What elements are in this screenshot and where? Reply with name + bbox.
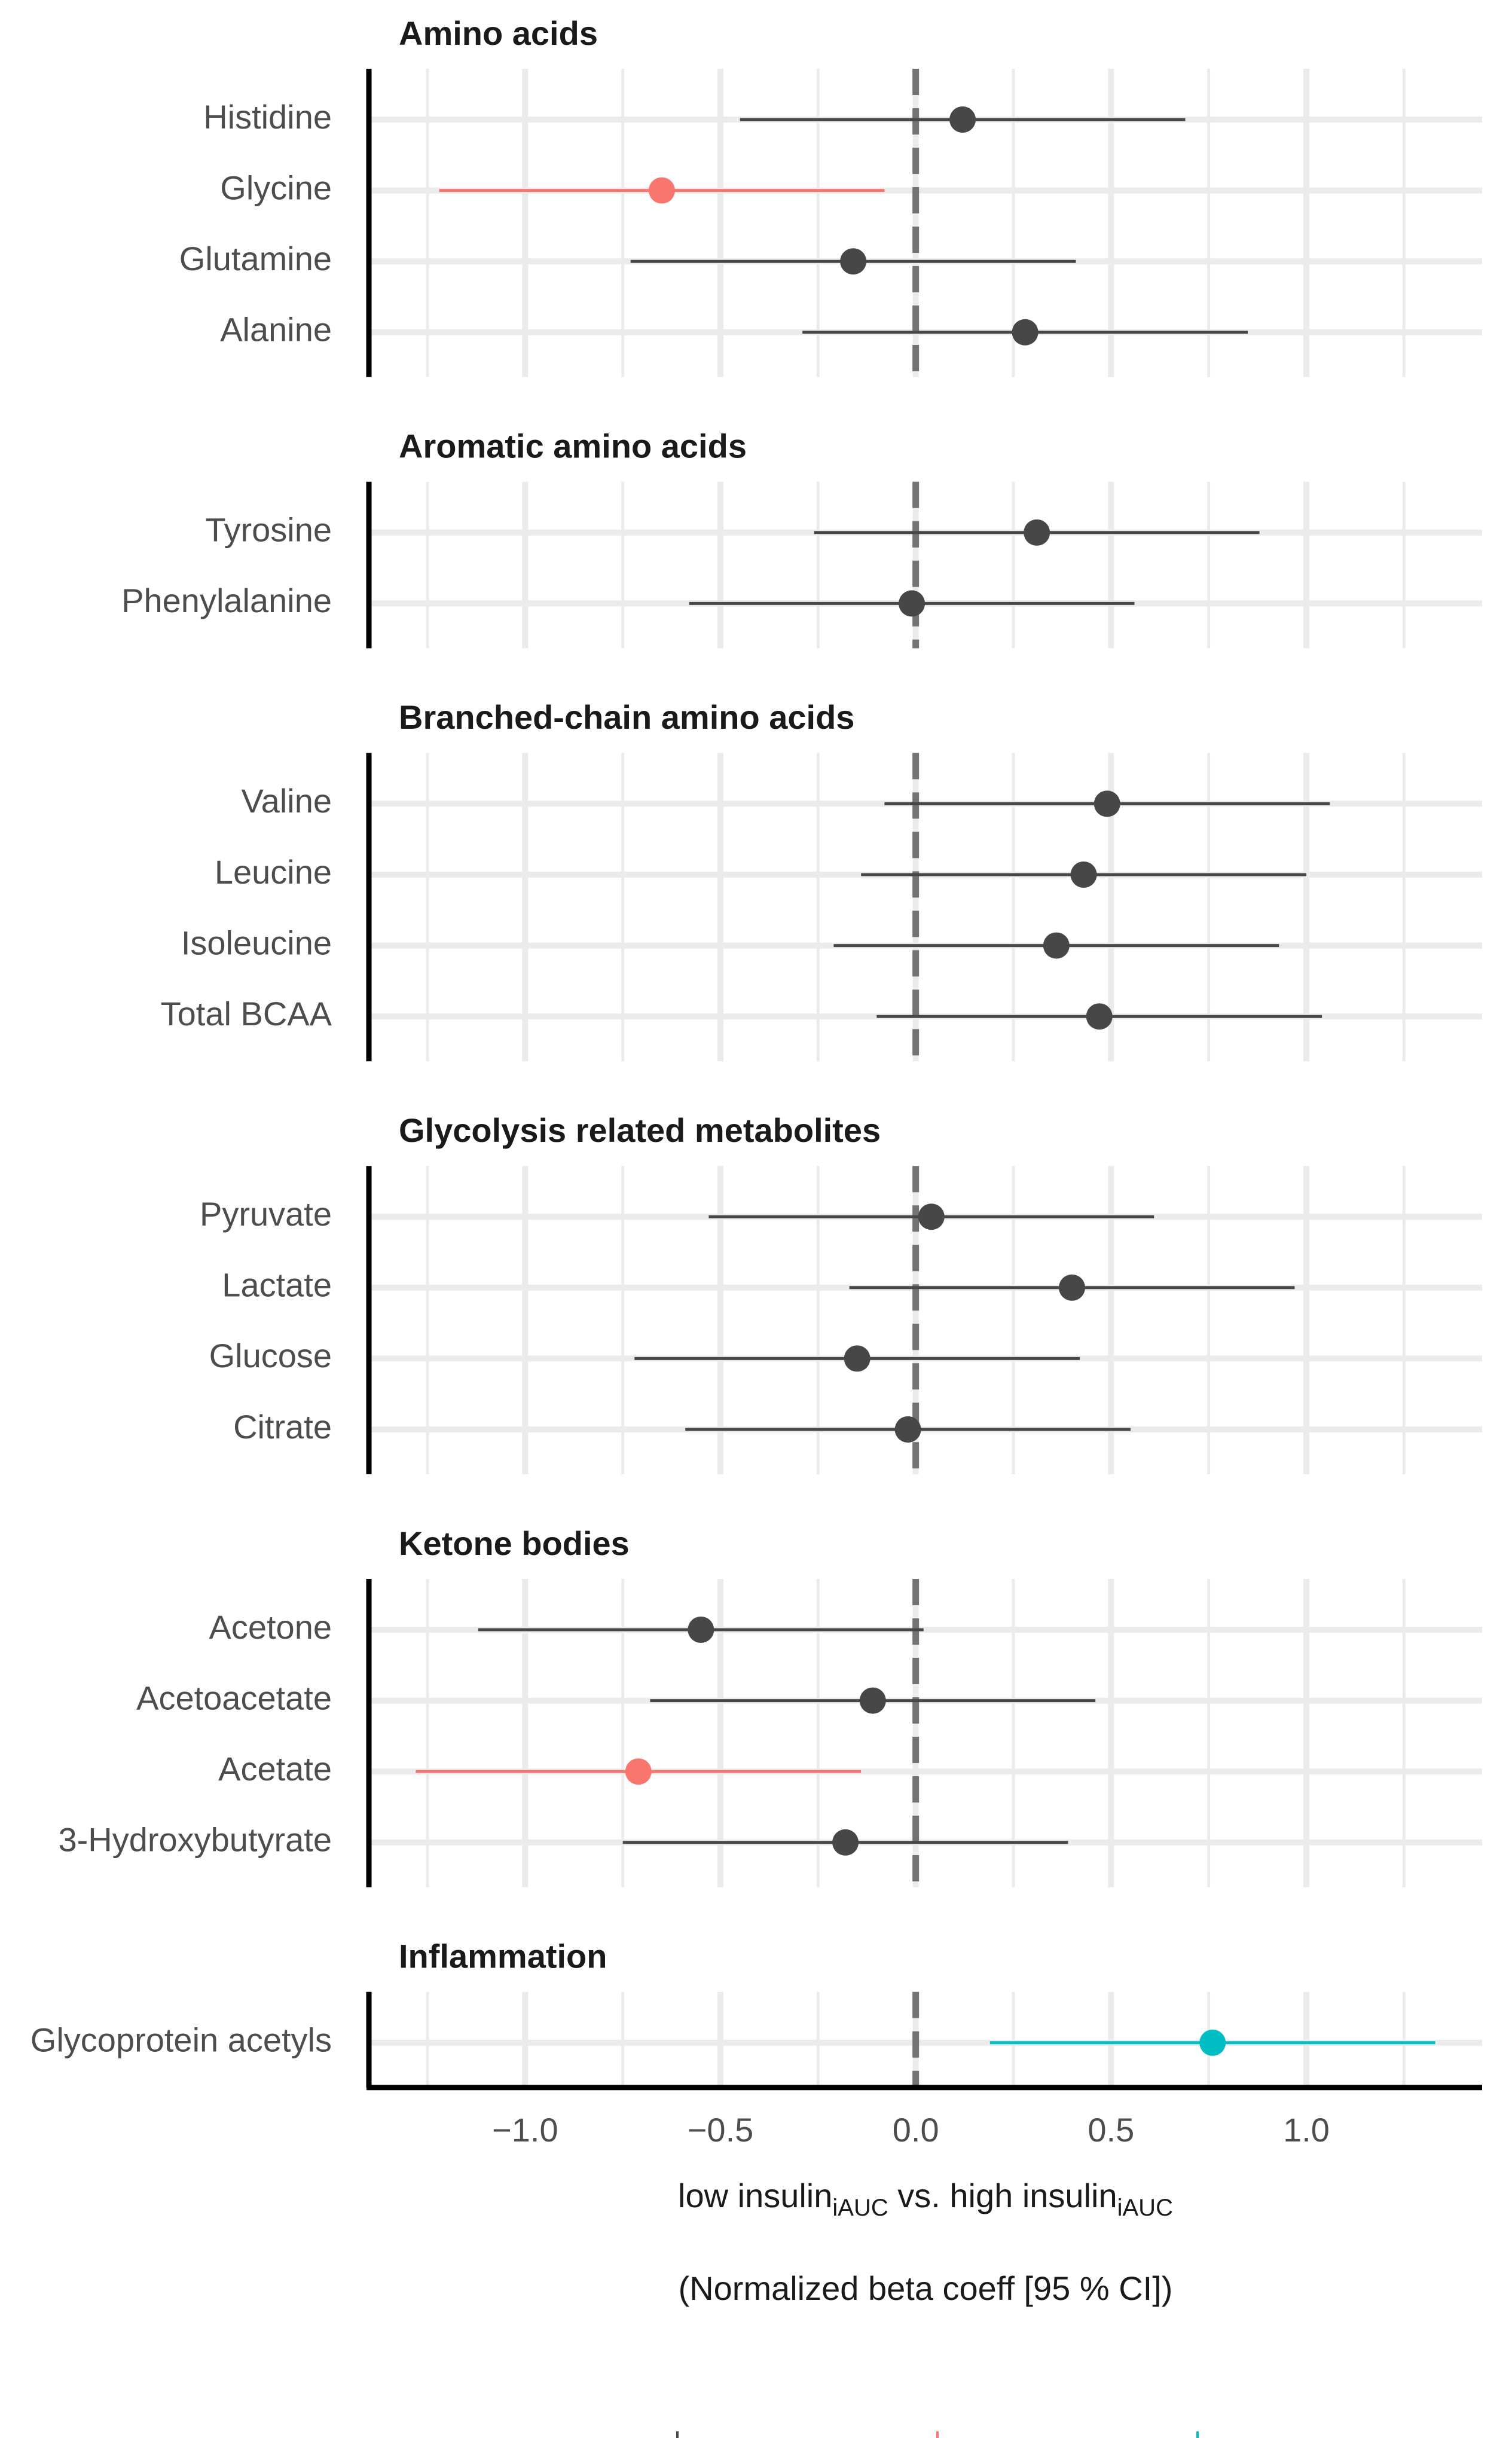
row-label: Glutamine <box>179 240 332 277</box>
row-label: Leucine <box>215 853 332 891</box>
x-tick-label: −0.5 <box>688 2111 754 2149</box>
row-label: Acetone <box>209 1608 332 1646</box>
point-estimate <box>625 1758 652 1785</box>
row-label: Citrate <box>233 1408 332 1446</box>
point-estimate <box>1086 1003 1113 1030</box>
point-estimate <box>1070 861 1097 888</box>
point-estimate <box>1199 2029 1226 2056</box>
point-estimate <box>1024 519 1050 546</box>
row-label: Phenylalanine <box>121 582 332 619</box>
point-estimate <box>844 1345 870 1372</box>
row-label: Lactate <box>222 1266 332 1304</box>
facet-title: Branched-chain amino acids <box>399 698 854 736</box>
row-label: 3-Hydroxybutyrate <box>58 1821 332 1859</box>
point-estimate <box>832 1829 859 1856</box>
row-label: Acetate <box>218 1750 332 1788</box>
x-tick-label: −1.0 <box>492 2111 558 2149</box>
point-estimate <box>688 1617 714 1643</box>
row-label: Isoleucine <box>181 924 332 961</box>
point-estimate <box>918 1203 945 1230</box>
point-estimate <box>840 248 867 275</box>
x-tick-label: 0.0 <box>893 2111 939 2149</box>
row-label: Glucose <box>209 1337 332 1374</box>
facet-title: Glycolysis related metabolites <box>399 1111 881 1149</box>
point-estimate <box>899 590 925 617</box>
row-label: Histidine <box>203 98 332 136</box>
row-label: Pyruvate <box>200 1195 332 1233</box>
facet-title: Ketone bodies <box>399 1524 630 1562</box>
point-estimate <box>1093 790 1120 817</box>
x-tick-label: 0.5 <box>1088 2111 1134 2149</box>
x-tick-label: 1.0 <box>1283 2111 1330 2149</box>
point-estimate <box>1043 932 1070 959</box>
facet-title: Aromatic amino acids <box>399 427 747 465</box>
facet-title: Inflammation <box>399 1938 607 1975</box>
row-label: Acetoacetate <box>136 1679 332 1716</box>
row-label: Total BCAA <box>161 995 332 1032</box>
row-label: Valine <box>241 782 332 820</box>
facet-title: Amino acids <box>399 14 598 52</box>
point-estimate <box>894 1416 921 1443</box>
x-axis-subtitle: (Normalized beta coeff [95 % CI]) <box>679 2269 1173 2307</box>
point-estimate <box>949 106 976 133</box>
point-estimate <box>1012 319 1038 346</box>
point-estimate <box>649 177 675 204</box>
row-label: Alanine <box>220 311 332 349</box>
row-label: Glycoprotein acetyls <box>30 2021 332 2059</box>
point-estimate <box>1059 1274 1085 1301</box>
point-estimate <box>859 1687 886 1714</box>
row-label: Glycine <box>220 169 332 206</box>
row-label: Tyrosine <box>205 511 332 549</box>
x-axis-title: low insuliniAUC vs. high insuliniAUC <box>678 2177 1173 2221</box>
